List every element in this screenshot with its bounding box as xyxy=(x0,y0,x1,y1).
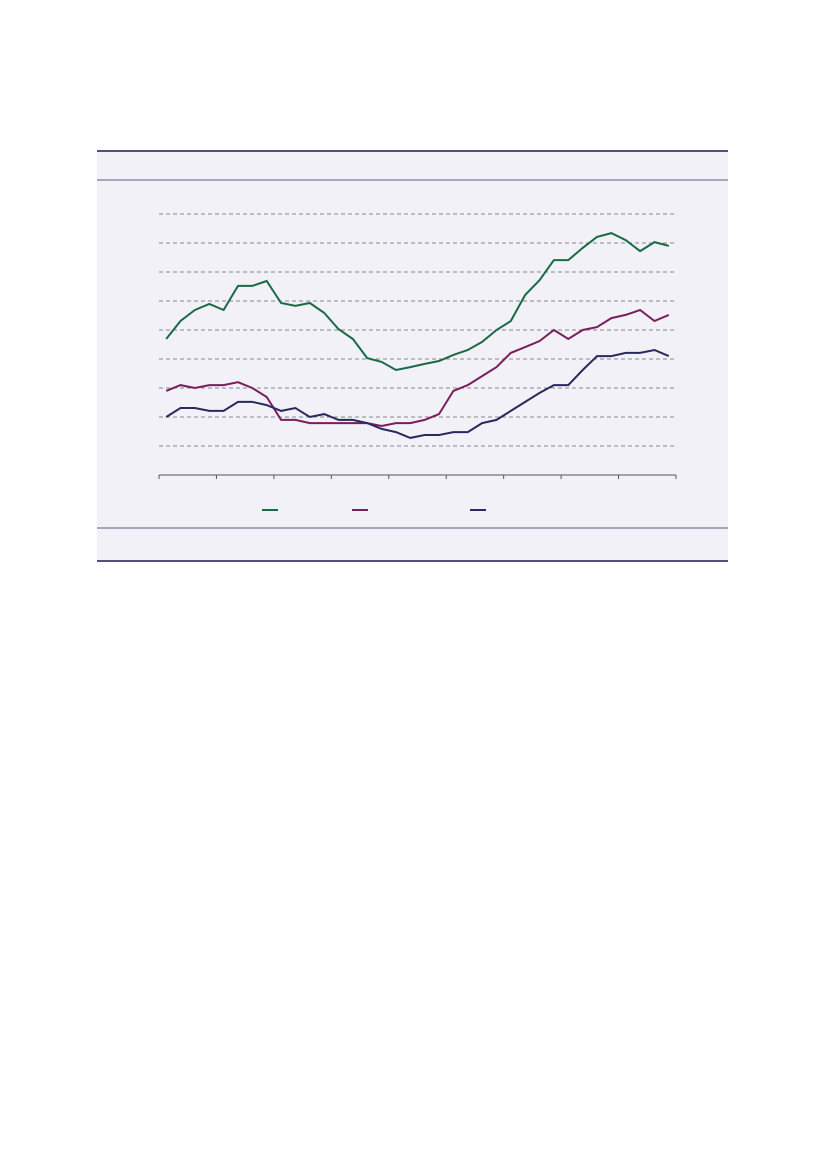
series-line xyxy=(165,308,670,428)
series-line xyxy=(165,232,670,372)
chart-panel xyxy=(97,150,728,562)
series-line xyxy=(165,348,670,439)
